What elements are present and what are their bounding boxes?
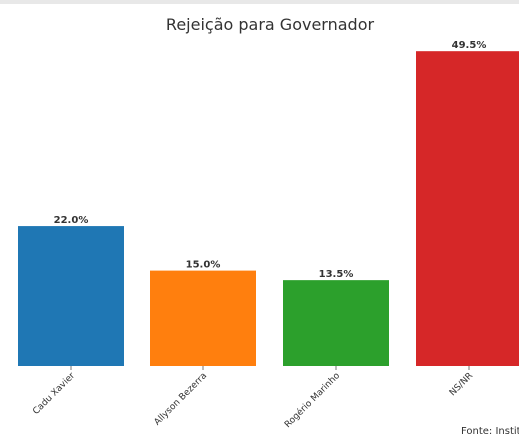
value-labels-group: 22.0% 15.0% 13.5% 49.5% <box>54 40 487 280</box>
x-axis-tick-labels: Cadu Xavier Allyson Bezerra Rogério Marinh… <box>31 370 475 430</box>
x-tick-label-2: Rogério Marinho <box>282 370 342 430</box>
bars-group <box>18 51 519 367</box>
bar-3 <box>416 51 519 367</box>
bar-2 <box>283 280 389 366</box>
value-label-0: 22.0% <box>54 215 89 226</box>
x-tick-label-3: NS/NR <box>448 371 475 398</box>
value-label-2: 13.5% <box>319 269 354 280</box>
value-label-1: 15.0% <box>186 260 221 271</box>
bar-0 <box>18 226 124 366</box>
source-note: Fonte: Institu <box>461 426 519 437</box>
x-tick-label-0: Cadu Xavier <box>31 371 77 417</box>
top-band <box>0 0 519 4</box>
x-axis-ticks <box>70 366 470 370</box>
x-tick-label-1: Allyson Bezerra <box>153 371 210 428</box>
chart-title: Rejeição para Governador <box>166 15 375 34</box>
bar-1 <box>150 270 256 366</box>
value-label-3: 49.5% <box>452 40 487 51</box>
